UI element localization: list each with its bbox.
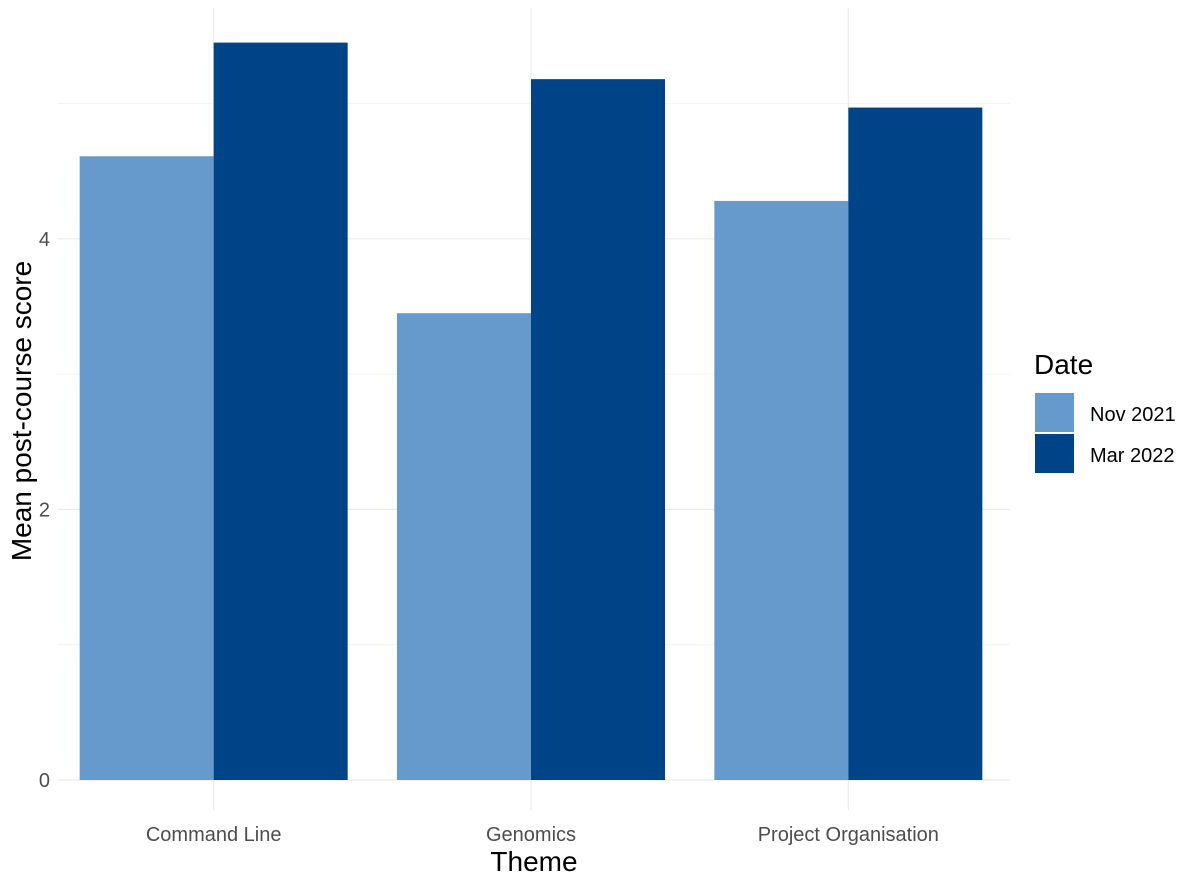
y-tick-label: 4 xyxy=(39,229,50,251)
legend-key xyxy=(1035,434,1074,473)
y-axis-ticks: 0 2 4 xyxy=(39,229,50,792)
bar-nov-2021-genomics xyxy=(397,313,531,780)
legend-label: Nov 2021 xyxy=(1090,404,1176,426)
bar-nov-2021-project-organisation xyxy=(714,200,849,780)
bar-mar-2022-genomics xyxy=(531,79,665,780)
bar-nov-2021-command-line xyxy=(79,156,214,781)
y-axis-title: Mean post-course score xyxy=(6,261,37,561)
x-tick-label: Command Line xyxy=(146,824,282,846)
legend: Date Nov 2021 Mar 2022 xyxy=(1034,349,1176,473)
legend-key xyxy=(1035,393,1074,432)
y-tick-label: 2 xyxy=(39,499,50,521)
x-tick-label: Genomics xyxy=(486,824,576,846)
y-tick-label: 0 xyxy=(39,770,50,792)
x-axis-title: Theme xyxy=(490,846,577,877)
bar-mar-2022-project-organisation xyxy=(848,107,983,780)
x-tick-label: Project Organisation xyxy=(758,824,939,846)
bars-group xyxy=(79,42,983,781)
legend-label: Mar 2022 xyxy=(1090,445,1175,467)
bar-mar-2022-command-line xyxy=(213,42,348,781)
x-axis-ticks: Command Line Genomics Project Organisation xyxy=(146,824,939,846)
legend-title: Date xyxy=(1034,349,1093,380)
